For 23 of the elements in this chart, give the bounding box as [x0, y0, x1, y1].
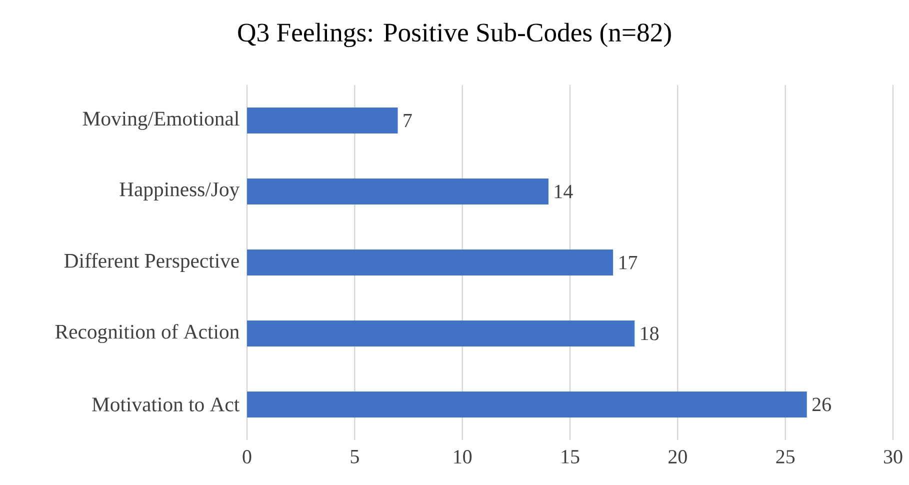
x-tick-label: 5 — [350, 450, 359, 464]
y-tick-label: Happiness/Joy — [120, 182, 240, 201]
bar — [247, 320, 635, 347]
x-tick-label: 20 — [668, 450, 687, 464]
x-tick-label: 0 — [242, 450, 252, 464]
y-tick-label: Motivation to Act — [92, 398, 240, 412]
data-label: 18 — [641, 326, 659, 340]
y-tick-label: Moving/Emotional — [82, 111, 240, 130]
bar — [247, 250, 614, 276]
bar — [247, 178, 548, 205]
chart-title: Q3 Feelings: Positive Sub-Codes (n=82) — [238, 22, 671, 48]
x-tick-label: 15 — [562, 450, 580, 464]
bar — [247, 108, 398, 134]
x-tick-label: 25 — [776, 450, 795, 464]
x-tick-label: 30 — [884, 450, 902, 464]
data-label: 26 — [812, 398, 831, 412]
data-label: 7 — [404, 114, 412, 128]
data-label: 17 — [620, 256, 638, 270]
data-label: 14 — [554, 184, 573, 198]
x-tick-label: 10 — [454, 450, 472, 464]
bar — [247, 392, 807, 418]
y-tick-label: Different Perspective — [64, 253, 239, 272]
y-tick-label: Recognition of Action — [55, 324, 240, 344]
